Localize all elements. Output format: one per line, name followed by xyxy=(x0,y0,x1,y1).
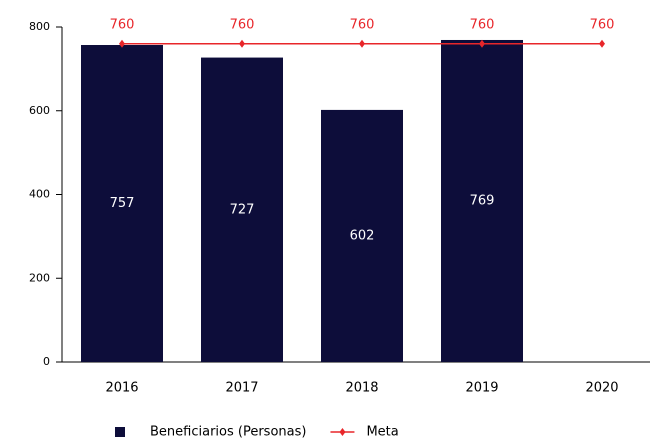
y-tick-label: 0 xyxy=(43,355,50,368)
bar-label: 769 xyxy=(470,193,495,208)
bar xyxy=(321,109,403,362)
bar-label: 602 xyxy=(350,228,375,243)
bar xyxy=(81,45,163,362)
bar-label: 757 xyxy=(110,196,135,211)
line-label: 760 xyxy=(110,17,135,32)
bar-label: 727 xyxy=(230,202,255,217)
legend-label: Meta xyxy=(366,425,398,440)
bar xyxy=(201,57,283,362)
line-label: 760 xyxy=(350,17,375,32)
x-tick-label: 2019 xyxy=(465,381,498,396)
y-tick-label: 200 xyxy=(29,271,50,284)
x-tick-label: 2018 xyxy=(345,381,378,396)
line-label: 760 xyxy=(230,17,255,32)
y-tick-label: 600 xyxy=(29,104,50,117)
y-tick-label: 800 xyxy=(29,20,50,33)
line-marker xyxy=(479,39,485,48)
y-tick-label: 400 xyxy=(29,188,50,201)
x-tick-label: 2016 xyxy=(105,381,138,396)
line-label: 760 xyxy=(590,17,615,32)
x-tick-label: 2020 xyxy=(585,381,618,396)
line-marker xyxy=(599,39,605,48)
line-label: 760 xyxy=(470,17,495,32)
line-marker xyxy=(359,39,365,48)
legend-marker xyxy=(339,428,346,436)
x-tick-label: 2017 xyxy=(225,381,258,396)
bar xyxy=(441,39,523,362)
line-marker xyxy=(239,39,245,48)
legend-swatch xyxy=(115,427,125,437)
line-marker xyxy=(119,39,125,48)
legend-label: Beneficiarios (Personas) xyxy=(150,425,306,440)
